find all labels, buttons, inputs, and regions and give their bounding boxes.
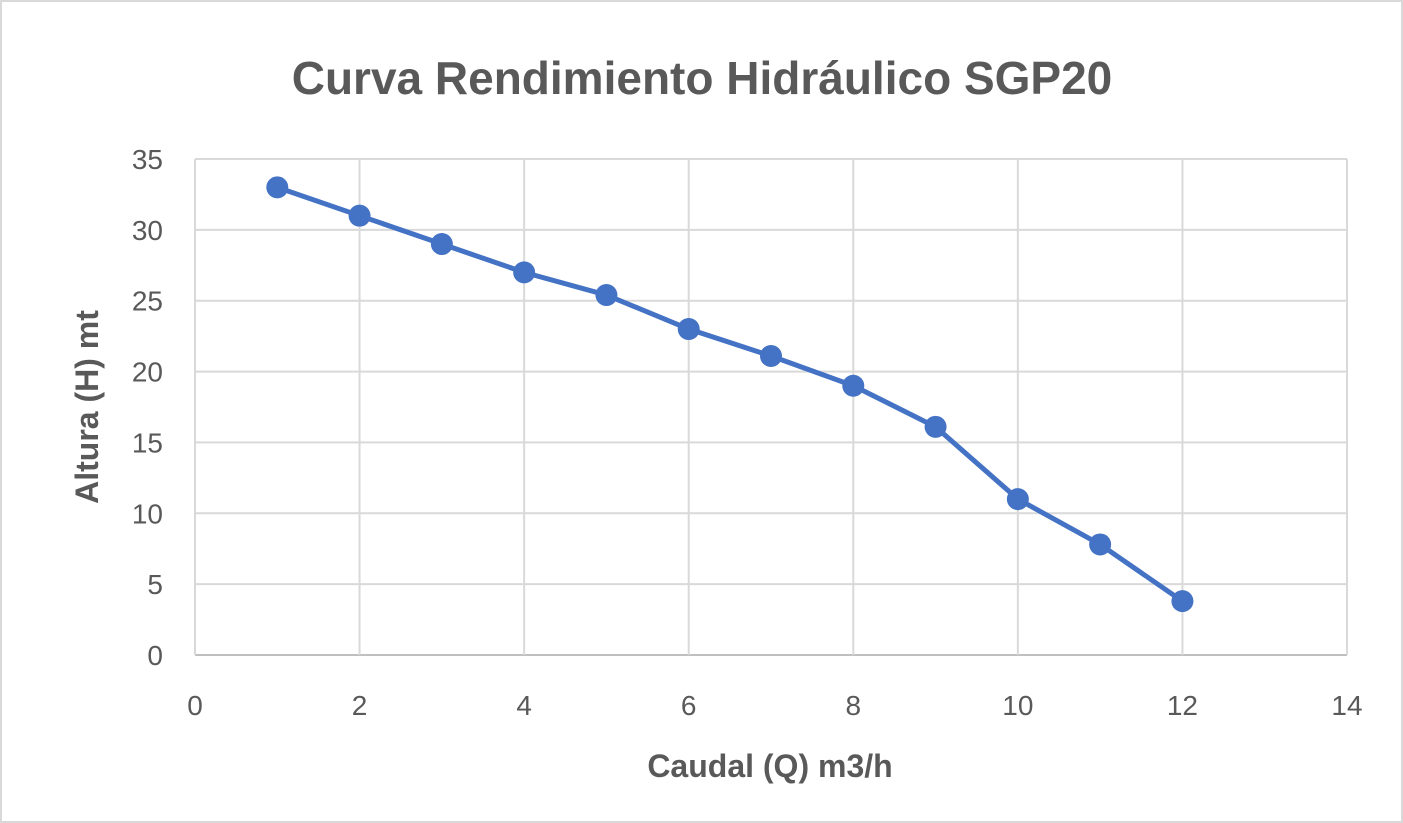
x-tick-label-0: 0 xyxy=(187,690,203,721)
y-tick-label-5: 25 xyxy=(132,286,163,317)
y-tick-label-3: 15 xyxy=(132,427,163,458)
y-tick-labels: 0 5 10 15 20 25 30 35 xyxy=(132,144,163,671)
data-point-1 xyxy=(348,204,371,227)
data-point-3 xyxy=(513,261,536,284)
y-tick-label-1: 5 xyxy=(147,569,163,600)
series-group xyxy=(266,176,1194,613)
x-tick-labels: 0 2 4 6 8 10 12 14 xyxy=(187,690,1362,721)
x-tick-label-4: 8 xyxy=(845,690,861,721)
data-point-7 xyxy=(842,374,865,397)
y-tick-label-4: 20 xyxy=(132,357,163,388)
data-point-4 xyxy=(595,284,618,307)
data-point-10 xyxy=(1089,533,1112,556)
x-tick-label-1: 2 xyxy=(352,690,368,721)
y-tick-label-2: 10 xyxy=(132,498,163,529)
y-axis-label: Altura (H) mt xyxy=(69,310,105,504)
data-point-8 xyxy=(924,415,947,438)
data-point-11 xyxy=(1171,590,1194,613)
data-point-2 xyxy=(430,233,453,256)
chart-title: Curva Rendimiento Hidráulico SGP20 xyxy=(292,52,1113,104)
x-tick-label-6: 12 xyxy=(1167,690,1198,721)
x-tick-label-7: 14 xyxy=(1331,690,1362,721)
data-point-0 xyxy=(266,176,289,199)
series-line-0 xyxy=(274,184,1185,604)
y-tick-label-6: 30 xyxy=(132,215,163,246)
x-tick-label-2: 4 xyxy=(516,690,532,721)
y-tick-label-0: 0 xyxy=(147,640,163,671)
x-tick-label-3: 6 xyxy=(681,690,697,721)
x-tick-label-5: 10 xyxy=(1002,690,1033,721)
data-point-5 xyxy=(677,318,700,341)
y-tick-label-7: 35 xyxy=(132,144,163,175)
x-axis-label: Caudal (Q) m3/h xyxy=(647,748,892,784)
grid xyxy=(194,158,1348,656)
data-point-9 xyxy=(1006,488,1029,511)
data-point-6 xyxy=(760,344,782,367)
